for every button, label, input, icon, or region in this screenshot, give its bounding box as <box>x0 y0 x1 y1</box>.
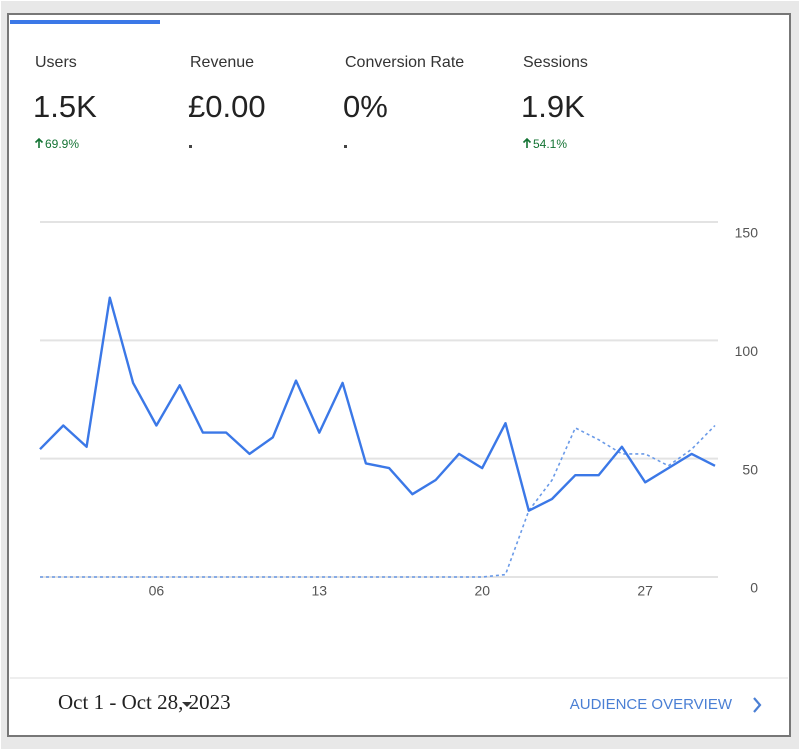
metric-label: Conversion Rate <box>345 54 464 71</box>
metric-tab[interactable]: Conversion Rate 0% <box>343 54 464 148</box>
active-tab-indicator <box>10 20 160 24</box>
date-range: Oct 1 - Oct 28, 2023 <box>58 690 231 714</box>
metric-change: 69.9% <box>45 137 79 151</box>
metric-value: £0.00 <box>188 89 266 124</box>
x-tick-label: 13 <box>312 583 328 599</box>
link-text: AUDIENCE OVERVIEW <box>570 696 733 713</box>
y-tick-label: 0 <box>750 580 758 596</box>
audience-overview-link[interactable]: AUDIENCE OVERVIEW <box>570 696 762 713</box>
dropdown-icon <box>182 702 192 707</box>
metric-value: 0% <box>343 89 388 124</box>
metric-tab[interactable]: Sessions 1.9K 54.1% <box>521 54 588 151</box>
metric-label: Sessions <box>523 54 588 71</box>
x-tick-label: 27 <box>637 583 653 599</box>
date-range-picker[interactable]: Oct 1 - Oct 28, 2023 <box>58 690 231 714</box>
chart: 0 50 100 150 06 13 20 27 <box>39 221 759 599</box>
x-tick-label: 20 <box>474 583 490 599</box>
card <box>7 13 791 737</box>
y-tick-label: 100 <box>735 343 759 359</box>
series-line <box>40 424 716 578</box>
no-change-dash <box>344 145 347 148</box>
no-change-dash <box>189 145 192 148</box>
metric-value: 1.9K <box>521 89 585 124</box>
metric-change: 54.1% <box>533 137 567 151</box>
chevron-icon <box>753 697 762 713</box>
metric-tab[interactable]: Revenue £0.00 <box>188 54 266 148</box>
y-tick-label: 150 <box>735 225 759 241</box>
series-line <box>39 296 716 512</box>
metric-tab[interactable]: Users 1.5K 69.9% <box>33 54 97 151</box>
metric-label: Users <box>35 54 77 71</box>
metric-label: Revenue <box>190 54 254 71</box>
metric-value: 1.5K <box>33 89 97 124</box>
x-tick-label: 06 <box>149 583 165 599</box>
up-arrow <box>522 137 532 148</box>
y-tick-label: 50 <box>742 461 758 477</box>
up-arrow <box>34 137 44 148</box>
